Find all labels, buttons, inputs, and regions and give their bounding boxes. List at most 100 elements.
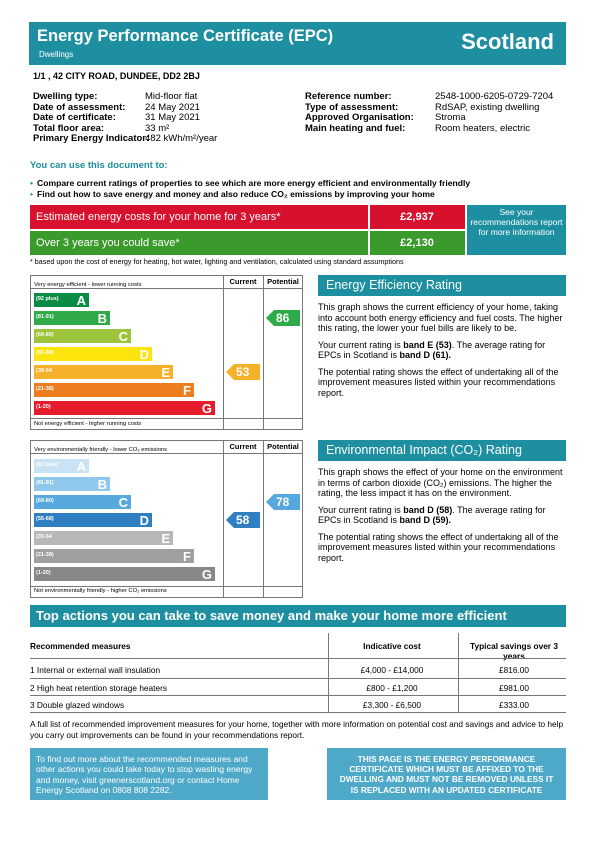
panel-rating-paragraph: Your current rating is band D (58). The … — [318, 504, 546, 526]
current-rating-arrow: 53 — [226, 364, 260, 380]
potential-column-title: Potential — [267, 277, 299, 286]
saving-cell: £333.00 — [499, 700, 529, 710]
graph-bottom-text: Not energy efficient - higher running co… — [34, 421, 142, 427]
energy-efficiency-graph: Current Potential Very energy efficient … — [30, 275, 303, 430]
detail-label: Type of assessment: — [305, 101, 399, 113]
bullet-item: • Find out how to save energy and money a… — [30, 189, 435, 199]
measure-cell: 1 Internal or external wall insulation — [30, 665, 161, 675]
table-row: 1 Internal or external wall insulation £… — [30, 662, 566, 680]
panel-paragraph: This graph shows the effect of your home… — [318, 467, 563, 498]
column-divider — [263, 276, 264, 429]
bullet-text: Find out how to save energy and money an… — [37, 189, 435, 199]
estimated-cost-label: Estimated energy costs for your home for… — [36, 211, 281, 223]
band-letter: C — [118, 329, 128, 344]
certificate-header: Energy Performance Certificate (EPC) Dwe… — [29, 22, 566, 65]
band-letter: B — [97, 477, 107, 492]
graph-bottom-text: Not environmentally friendly - higher CO… — [34, 588, 167, 594]
band-letter: G — [201, 401, 212, 416]
property-address: 1/1 , 42 CITY ROAD, DUNDEE, DD2 2BJ — [33, 71, 200, 81]
band-range: (81-91) — [36, 480, 54, 486]
rating-band-d: (55-68) D — [34, 347, 152, 362]
rating-band-g: (1-20) G — [34, 401, 215, 416]
band-letter: D — [139, 513, 149, 528]
recommendations-box: See your recommendations report for more… — [467, 205, 566, 255]
graph-top-text: Very energy efficient - lower running co… — [34, 282, 142, 288]
band-letter: D — [139, 347, 149, 362]
estimated-cost-row: Estimated energy costs for your home for… — [30, 205, 465, 229]
rating-value: 78 — [276, 495, 290, 509]
energy-efficiency-panel: Energy Efficiency Rating This graph show… — [318, 275, 566, 398]
certificate-title: Energy Performance Certificate (EPC) — [37, 27, 334, 45]
rating-band-f: (21-38) F — [34, 549, 194, 564]
rating-band-b: (81-91) B — [34, 311, 110, 326]
saving-cell: £816.00 — [499, 665, 529, 675]
footer-divider — [31, 418, 302, 419]
table-header-row: Recommended measures Indicative cost Typ… — [30, 638, 566, 661]
certificate-subtitle: Dwellings — [39, 50, 74, 59]
rating-band-d: (55-68) D — [34, 513, 152, 528]
rating-arrow-icon — [226, 364, 260, 380]
band-letter: A — [76, 459, 86, 474]
environmental-impact-title: Environmental Impact (CO₂) Rating — [318, 440, 566, 461]
table-divider — [30, 712, 566, 713]
band-letter: G — [201, 567, 212, 582]
potential-rating-arrow: 86 — [266, 310, 300, 326]
header-divider — [31, 288, 302, 289]
saving-value: £2,130 — [368, 231, 464, 255]
rating-band-g: (1-20) G — [34, 567, 215, 582]
band-range: (69-80) — [36, 332, 54, 338]
bullet-text: Compare current ratings of properties to… — [37, 178, 471, 188]
saving-label: Over 3 years you could save* — [36, 237, 180, 249]
band-letter: E — [161, 365, 170, 380]
column-divider — [263, 441, 264, 597]
band-range: (1-20) — [36, 570, 51, 576]
rating-band-f: (21-38) F — [34, 383, 194, 398]
detail-value: Mid-floor flat — [145, 91, 198, 102]
header-divider — [31, 453, 302, 454]
table-divider — [30, 678, 566, 679]
rating-value: 86 — [276, 311, 290, 325]
band-letter: C — [118, 495, 128, 510]
band-range: (1-20) — [36, 404, 51, 410]
table-divider — [458, 633, 459, 713]
band-letter: F — [183, 549, 191, 564]
band-range: (55-68) — [36, 516, 54, 522]
bullet-dot-icon: • — [30, 189, 34, 199]
full-list-note: A full list of recommended improvement m… — [30, 719, 564, 740]
band-letter: A — [76, 293, 86, 308]
cost-cell: £3,300 - £6,500 — [362, 700, 422, 710]
band-range: (21-38) — [36, 386, 54, 392]
saving-cell: £981.00 — [499, 683, 529, 693]
rating-arrow-icon — [266, 494, 300, 510]
column-divider — [223, 276, 224, 429]
advice-box: To find out more about the recommended m… — [30, 748, 268, 800]
detail-label: Date of certificate: — [33, 112, 116, 123]
detail-label: Approved Organisation: — [305, 112, 414, 123]
cost-footnote: * based upon the cost of energy for heat… — [30, 257, 404, 266]
rating-value: 58 — [236, 513, 250, 527]
details-left: Dwelling type: Mid-floor flat Date of as… — [33, 91, 293, 152]
rating-band-c: (69-80) C — [34, 495, 131, 510]
table-divider — [328, 633, 329, 713]
band-range: (92 plus) — [36, 462, 59, 468]
detail-label: Total floor area: — [33, 122, 105, 134]
table-row: 3 Double glazed windows £3,300 - £6,500 … — [30, 697, 566, 715]
rating-band-e: (39-54 E — [34, 365, 173, 380]
column-header: Typical savings over 3 years — [470, 641, 558, 661]
rating-band-e: (39-54 E — [34, 531, 173, 546]
band-range: (69-80) — [36, 498, 54, 504]
panel-paragraph: The potential rating shows the effect of… — [318, 531, 559, 563]
band-range: (92 plus) — [36, 296, 59, 302]
band-letter: E — [161, 531, 170, 546]
environmental-impact-graph: Current Potential Very environmentally f… — [30, 440, 303, 598]
rating-band-c: (69-80) C — [34, 329, 131, 344]
column-header: Recommended measures — [30, 641, 131, 651]
rating-value: 53 — [236, 365, 250, 379]
detail-label: Primary Energy Indicator: — [33, 133, 150, 144]
detail-value: Room heaters, electric — [435, 122, 531, 134]
current-rating-arrow: 58 — [226, 512, 260, 528]
table-divider — [30, 658, 566, 659]
rating-band-a: (92 plus) A — [34, 459, 89, 474]
rating-band-a: (92 plus) A — [34, 293, 89, 308]
panel-paragraph: This graph shows the current efficiency … — [318, 302, 563, 333]
